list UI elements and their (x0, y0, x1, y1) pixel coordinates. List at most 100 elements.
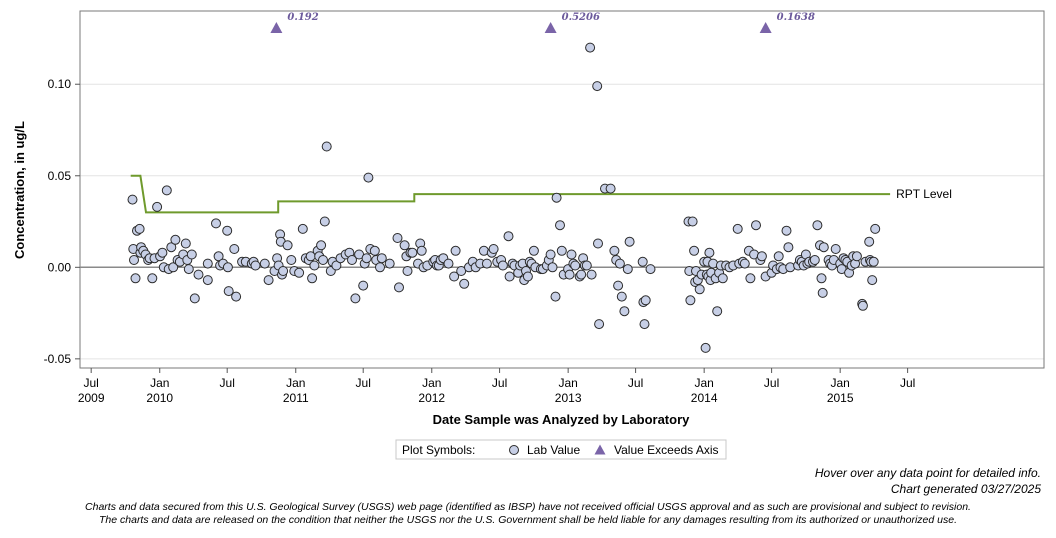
lab-value-point[interactable] (551, 192, 562, 203)
lab-value-point[interactable] (231, 291, 242, 302)
lab-value-point[interactable] (307, 273, 318, 284)
lab-value-point[interactable] (350, 293, 361, 304)
lab-value-point[interactable] (745, 273, 756, 284)
lab-value-point[interactable] (830, 244, 841, 254)
lab-value-point[interactable] (783, 242, 794, 253)
lab-value-point[interactable] (700, 342, 711, 353)
lab-value-point[interactable] (594, 319, 605, 330)
lab-value-point[interactable] (864, 236, 875, 247)
lab-value-point[interactable] (250, 260, 261, 271)
lab-value-point[interactable] (259, 258, 270, 269)
lab-value-point[interactable] (616, 291, 627, 302)
lab-value-point[interactable] (147, 273, 158, 284)
lab-value-point[interactable] (619, 306, 630, 317)
lab-value-point[interactable] (712, 306, 723, 317)
lab-value-point[interactable] (130, 273, 141, 284)
lab-value-point[interactable] (593, 238, 603, 249)
lab-value-point[interactable] (157, 247, 168, 258)
lab-value-point[interactable] (581, 260, 592, 271)
lab-value-point[interactable] (622, 264, 633, 275)
lab-value-point[interactable] (640, 295, 651, 306)
lab-value-point[interactable] (687, 216, 698, 227)
lab-value-point[interactable] (278, 266, 289, 276)
lab-value-point[interactable] (319, 216, 330, 227)
lab-value-point[interactable] (375, 262, 385, 273)
lab-value-point[interactable] (739, 258, 750, 269)
lab-value-point[interactable] (318, 255, 328, 265)
lab-value-point[interactable] (586, 269, 597, 280)
lab-value-point[interactable] (168, 262, 179, 273)
lab-value-point[interactable] (857, 300, 868, 311)
lab-value-point[interactable] (497, 260, 508, 271)
value-exceeds-axis-marker[interactable] (544, 22, 557, 33)
lab-value-point[interactable] (166, 242, 177, 253)
lab-value-point[interactable] (193, 269, 204, 280)
lab-value-point[interactable] (394, 282, 404, 293)
lab-value-point[interactable] (585, 42, 596, 53)
lab-value-point[interactable] (528, 245, 539, 256)
lab-value-point[interactable] (564, 269, 575, 280)
lab-value-point[interactable] (817, 287, 828, 298)
lab-value-point[interactable] (183, 264, 194, 275)
lab-value-point[interactable] (522, 271, 533, 282)
lab-value-point[interactable] (751, 220, 761, 231)
value-exceeds-axis-marker[interactable] (270, 22, 283, 33)
value-exceeds-axis-marker[interactable] (759, 22, 772, 33)
lab-value-point[interactable] (870, 223, 881, 234)
lab-value-point[interactable] (443, 258, 454, 269)
lab-value-point[interactable] (614, 258, 625, 269)
lab-value-point[interactable] (732, 223, 743, 234)
lab-value-point[interactable] (450, 245, 461, 256)
lab-value-point[interactable] (161, 185, 172, 196)
lab-value-point[interactable] (781, 225, 792, 236)
lab-value-point[interactable] (392, 233, 403, 243)
lab-value-point[interactable] (358, 280, 369, 291)
lab-value-point[interactable] (286, 255, 297, 265)
lab-value-point[interactable] (547, 262, 558, 273)
lab-value-point[interactable] (637, 256, 648, 267)
lab-value-point[interactable] (309, 260, 320, 271)
lab-value-point[interactable] (481, 258, 492, 269)
lab-value-point[interactable] (316, 240, 327, 251)
lab-value-point[interactable] (361, 253, 372, 264)
lab-value-point[interactable] (576, 269, 587, 280)
lab-value-point[interactable] (229, 244, 240, 254)
lab-value-point[interactable] (263, 275, 274, 286)
lab-value-point[interactable] (170, 234, 181, 245)
lab-value-point[interactable] (402, 266, 413, 276)
lab-value-point[interactable] (180, 238, 191, 249)
lab-value-point[interactable] (818, 242, 829, 253)
lab-value-point[interactable] (321, 141, 332, 152)
lab-value-point[interactable] (816, 273, 827, 284)
lab-value-point[interactable] (545, 249, 556, 260)
lab-value-point[interactable] (609, 245, 620, 256)
lab-value-point[interactable] (570, 260, 581, 271)
lab-value-point[interactable] (503, 231, 514, 242)
lab-value-point[interactable] (222, 262, 233, 273)
lab-value-point[interactable] (363, 172, 374, 183)
lab-value-point[interactable] (809, 255, 820, 265)
lab-value-point[interactable] (127, 194, 138, 205)
lab-value-point[interactable] (488, 244, 499, 254)
lab-value-point[interactable] (186, 249, 197, 260)
lab-value-point[interactable] (851, 251, 862, 262)
lab-value-point[interactable] (685, 295, 696, 306)
lab-value-point[interactable] (756, 251, 767, 262)
lab-value-point[interactable] (189, 293, 200, 304)
lab-value-point[interactable] (867, 275, 878, 286)
lab-value-point[interactable] (459, 278, 470, 289)
lab-value-point[interactable] (555, 220, 565, 231)
lab-value-point[interactable] (407, 247, 418, 258)
lab-value-point[interactable] (689, 245, 700, 256)
lab-value-point[interactable] (613, 280, 624, 291)
lab-value-point[interactable] (605, 183, 616, 194)
lab-value-point[interactable] (694, 284, 705, 295)
lab-value-point[interactable] (416, 245, 427, 256)
lab-value-point[interactable] (550, 291, 561, 302)
lab-value-point[interactable] (399, 240, 410, 251)
lab-value-point[interactable] (134, 223, 145, 234)
lab-value-point[interactable] (223, 286, 234, 297)
lab-value-point[interactable] (294, 267, 305, 278)
lab-value-point[interactable] (347, 255, 357, 265)
lab-value-point[interactable] (504, 271, 515, 282)
